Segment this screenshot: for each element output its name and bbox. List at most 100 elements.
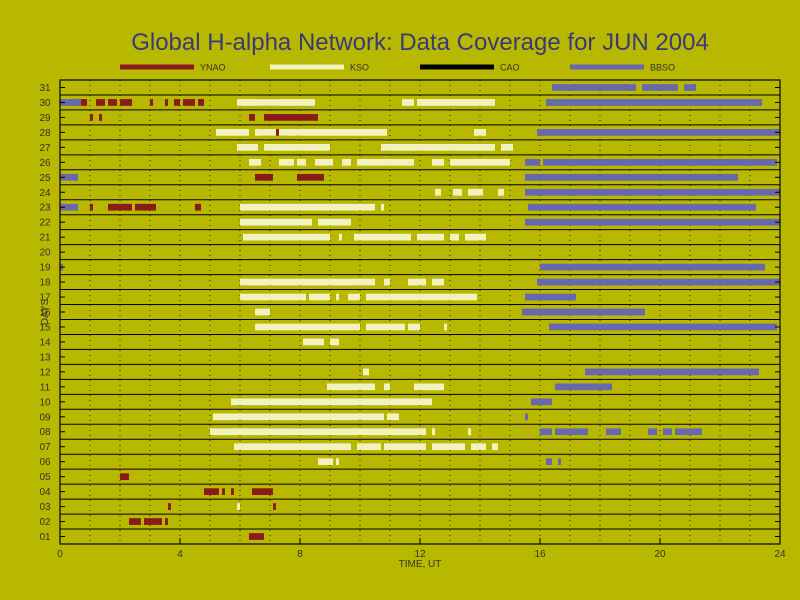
- coverage-bar-kso: [237, 99, 315, 106]
- coverage-bar-ynao: [249, 533, 264, 540]
- coverage-bar-bbso: [546, 99, 762, 106]
- coverage-bar-ynao: [99, 114, 102, 121]
- coverage-bar-bbso: [531, 398, 552, 406]
- y-tick-label: 03: [39, 502, 51, 513]
- y-tick-label: 11: [40, 382, 51, 393]
- y-axis-label: DAYS: [40, 298, 51, 325]
- x-tick-labels: 0 4 8 12 16 20 24: [57, 538, 786, 560]
- coverage-bar-kso: [237, 143, 258, 151]
- coverage-bar-kso: [474, 129, 486, 136]
- coverage-bar-ynao: [150, 99, 153, 106]
- coverage-bar-kso: [465, 233, 486, 241]
- coverage-bar-kso: [336, 458, 339, 466]
- coverage-bar-kso: [450, 158, 510, 166]
- coverage-bar-kso: [450, 233, 459, 241]
- legend-label-bbso: BBSO: [650, 63, 675, 73]
- coverage-bar-kso: [432, 443, 465, 451]
- coverage-bar-ynao: [174, 99, 180, 106]
- coverage-bar-ynao: [168, 503, 171, 510]
- coverage-bar-kso: [468, 188, 483, 196]
- coverage-bar-kso: [243, 233, 330, 241]
- coverage-bar-kso: [501, 143, 513, 151]
- coverage-bar-bbso: [606, 428, 621, 436]
- coverage-bar-kso: [468, 428, 471, 436]
- y-tick-label: 14: [39, 337, 51, 348]
- x-tick-label: 0: [57, 549, 63, 560]
- coverage-bar-ynao: [297, 173, 324, 181]
- coverage-bar-bbso: [549, 323, 777, 331]
- coverage-bar-kso: [357, 443, 381, 451]
- coverage-bar-kso: [213, 413, 384, 421]
- coverage-bar-kso: [309, 293, 330, 301]
- y-tick-label: 17: [39, 293, 51, 304]
- coverage-bar-bbso: [537, 129, 780, 136]
- coverage-bar-kso: [240, 278, 375, 286]
- coverage-bar-kso: [330, 338, 339, 346]
- y-tick-label: 16: [39, 308, 51, 319]
- coverage-bar-kso: [381, 143, 495, 151]
- coverage-bar-kso: [279, 158, 294, 166]
- coverage-bar-bbso: [540, 428, 552, 436]
- coverage-bar-bbso: [522, 308, 645, 316]
- coverage-bar-kso: [240, 203, 375, 211]
- coverage-bar-kso: [318, 458, 333, 466]
- coverage-bar-kso: [471, 443, 486, 451]
- coverage-bar-ynao: [81, 99, 87, 106]
- coverage-bar-kso: [348, 293, 360, 301]
- coverage-bar-kso: [255, 323, 360, 331]
- coverage-bar-ynao: [222, 488, 225, 495]
- coverage-bar-ynao: [252, 488, 273, 495]
- y-tick-label: 06: [39, 457, 51, 468]
- coverage-bar-kso: [384, 443, 426, 451]
- coverage-bar-kso: [414, 383, 444, 391]
- legend-swatch-bbso: [570, 64, 644, 70]
- coverage-bar-ynao: [231, 488, 234, 495]
- y-tick-label: 27: [39, 143, 51, 154]
- coverage-bar-kso: [384, 383, 390, 391]
- coverage-bar-ynao: [90, 114, 93, 121]
- x-tick-label: 24: [774, 549, 786, 560]
- coverage-bars: [60, 84, 780, 540]
- y-tick-label: 23: [39, 203, 51, 214]
- coverage-bar-kso: [342, 158, 351, 166]
- coverage-bar-ynao: [129, 518, 141, 525]
- coverage-bar-ynao: [165, 99, 168, 106]
- coverage-bar-bbso: [60, 203, 78, 211]
- coverage-bar-kso: [231, 398, 432, 406]
- coverage-bar-ynao: [96, 99, 105, 106]
- coverage-bar-kso: [435, 188, 441, 196]
- y-tick-label: 25: [39, 173, 51, 184]
- y-tick-label: 28: [39, 128, 51, 139]
- coverage-bar-kso: [339, 233, 342, 241]
- coverage-bar-bbso: [546, 458, 552, 466]
- coverage-bar-kso: [432, 278, 444, 286]
- y-tick-label: 01: [39, 532, 51, 543]
- legend-label-ynao: YNAO: [200, 63, 226, 73]
- coverage-bar-kso: [240, 293, 306, 301]
- coverage-bar-bbso: [642, 84, 678, 91]
- coverage-bar-kso: [237, 503, 240, 510]
- coverage-bar-ynao: [273, 503, 276, 510]
- coverage-bar-ynao: [183, 99, 195, 106]
- coverage-bar-bbso: [537, 278, 780, 286]
- y-tick-label: 31: [39, 83, 51, 94]
- y-tick-label: 04: [39, 487, 51, 498]
- coverage-bar-ynao: [195, 203, 201, 211]
- coverage-bar-kso: [240, 218, 312, 226]
- coverage-bar-bbso: [684, 84, 696, 91]
- coverage-bar-bbso: [663, 428, 672, 436]
- y-tick-labels: 01 02 03 04 05 06 07 08 09 10 11 12 13 14 15 16 17 18 19 20…: [39, 83, 780, 543]
- coverage-bar-kso: [357, 158, 414, 166]
- y-tick-label: 24: [39, 188, 51, 199]
- coverage-bar-kso: [417, 233, 444, 241]
- x-tick-label: 12: [414, 549, 426, 560]
- coverage-bar-ynao: [108, 203, 132, 211]
- coverage-bar-kso: [255, 129, 276, 136]
- coverage-bar-ynao: [90, 203, 93, 211]
- x-tick-label: 20: [654, 549, 666, 560]
- coverage-bar-kso: [417, 99, 495, 106]
- coverage-bar-kso: [408, 278, 426, 286]
- coverage-bar-bbso: [525, 173, 738, 181]
- y-tick-label: 26: [39, 158, 51, 169]
